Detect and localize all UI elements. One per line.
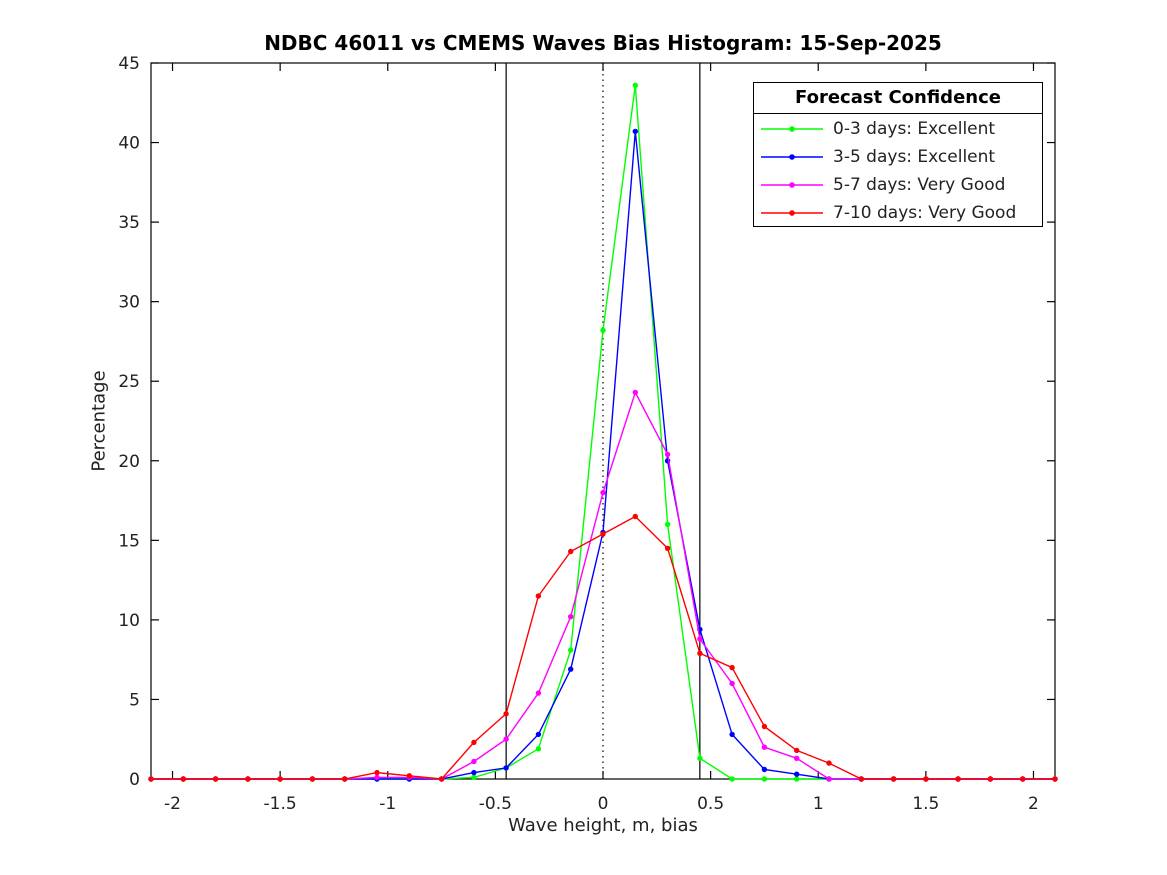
x-tick-label: -1.5 xyxy=(264,794,297,814)
y-tick-label: 25 xyxy=(118,372,140,392)
data-point-5-7-days xyxy=(374,774,380,781)
data-point-0-3-days xyxy=(761,776,768,782)
data-point-7-10-days xyxy=(858,776,864,782)
data-point-5-7-days xyxy=(697,636,703,642)
data-point-5-7-days xyxy=(664,451,671,458)
data-point-3-5-days xyxy=(535,731,542,738)
data-point-7-10-days xyxy=(374,769,380,776)
data-point-3-5-days xyxy=(568,666,574,672)
y-tick-label: 5 xyxy=(129,690,140,710)
data-point-7-10-days xyxy=(955,776,961,782)
data-point-0-3-days xyxy=(568,647,574,653)
data-point-7-10-days xyxy=(406,773,412,779)
y-tick-label: 20 xyxy=(118,452,140,472)
data-point-0-3-days xyxy=(632,82,638,89)
data-point-7-10-days xyxy=(438,776,445,782)
x-tick-label: -2 xyxy=(164,794,181,814)
x-tick-label: -0.5 xyxy=(479,794,512,814)
data-point-5-7-days xyxy=(826,776,832,782)
data-point-7-10-days xyxy=(761,723,768,730)
x-tick-label: -1 xyxy=(379,794,396,814)
data-point-7-10-days xyxy=(535,593,542,599)
y-tick-label: 45 xyxy=(118,54,140,74)
x-axis-label: Wave height, m, bias xyxy=(508,815,698,836)
data-point-5-7-days xyxy=(568,614,574,620)
data-point-3-5-days xyxy=(503,765,509,771)
y-tick-label: 10 xyxy=(118,611,140,631)
data-point-3-5-days xyxy=(794,771,800,777)
x-tick-label: 0 xyxy=(598,794,609,814)
data-point-7-10-days xyxy=(503,711,509,717)
y-tick-label: 0 xyxy=(129,770,140,790)
data-point-3-5-days xyxy=(471,769,477,776)
x-tick-label: 1.5 xyxy=(912,794,939,814)
y-tick-label: 40 xyxy=(118,134,140,154)
legend-entry-label: 5-7 days: Very Good xyxy=(833,175,1006,195)
data-point-3-5-days xyxy=(761,766,768,773)
data-point-5-7-days xyxy=(503,736,509,742)
data-point-7-10-days xyxy=(309,776,316,782)
data-point-0-3-days xyxy=(471,774,477,781)
data-point-7-10-days xyxy=(245,776,251,782)
data-point-5-7-days xyxy=(535,690,542,696)
data-point-7-10-days xyxy=(1020,776,1026,782)
y-tick-label: 35 xyxy=(118,213,140,233)
legend-line-sample-5-7-days xyxy=(761,182,823,188)
data-point-0-3-days xyxy=(794,776,800,782)
legend-entry-label: 3-5 days: Excellent xyxy=(833,147,996,167)
data-point-0-3-days xyxy=(664,521,671,528)
legend-entry-label: 7-10 days: Very Good xyxy=(833,203,1017,223)
data-point-7-10-days xyxy=(471,739,477,746)
legend-entry-0-3-days: 0-3 days: Excellent xyxy=(754,119,1042,139)
data-point-7-10-days xyxy=(794,747,800,754)
data-point-0-3-days xyxy=(535,746,542,752)
data-point-7-10-days xyxy=(697,650,703,656)
legend-entry-label: 0-3 days: Excellent xyxy=(833,119,996,139)
data-point-3-5-days xyxy=(632,128,638,135)
y-tick-label: 15 xyxy=(118,531,140,551)
y-axis-label: Percentage xyxy=(88,370,110,472)
data-point-5-7-days xyxy=(600,489,606,496)
data-point-7-10-days xyxy=(148,776,154,782)
data-point-0-3-days xyxy=(729,776,735,782)
legend-line-sample-0-3-days xyxy=(761,126,823,132)
data-point-7-10-days xyxy=(664,545,671,551)
y-tick-label: 30 xyxy=(118,293,140,313)
x-tick-label: 2 xyxy=(1028,794,1039,814)
legend-entries: 0-3 days: Excellent 3-5 days: Excellent 5-… xyxy=(754,114,1042,228)
data-point-7-10-days xyxy=(277,776,283,782)
data-point-7-10-days xyxy=(890,776,897,782)
data-point-7-10-days xyxy=(729,664,735,671)
legend: Forecast Confidence 0-3 days: Excellent 3… xyxy=(753,82,1043,227)
chart-title: NDBC 46011 vs CMEMS Waves Bias Histogram… xyxy=(264,31,942,55)
data-point-7-10-days xyxy=(1052,776,1058,782)
data-point-5-7-days xyxy=(632,389,638,396)
legend-line-sample-3-5-days xyxy=(761,154,823,160)
data-point-5-7-days xyxy=(729,680,735,687)
data-point-5-7-days xyxy=(471,758,477,765)
data-point-7-10-days xyxy=(632,513,638,520)
data-point-7-10-days xyxy=(568,548,574,555)
data-point-7-10-days xyxy=(342,776,348,782)
data-point-7-10-days xyxy=(180,776,186,782)
legend-entry-7-10-days: 7-10 days: Very Good xyxy=(754,203,1042,223)
data-point-0-3-days xyxy=(600,327,606,333)
legend-line-sample-7-10-days xyxy=(761,210,823,216)
legend-entry-5-7-days: 5-7 days: Very Good xyxy=(754,175,1042,195)
x-tick-label: 0.5 xyxy=(697,794,724,814)
x-tick-label: 1 xyxy=(813,794,824,814)
legend-entry-3-5-days: 3-5 days: Excellent xyxy=(754,147,1042,167)
data-point-5-7-days xyxy=(761,744,768,750)
data-point-0-3-days xyxy=(697,755,703,761)
data-point-7-10-days xyxy=(600,531,606,537)
data-point-7-10-days xyxy=(826,760,832,766)
data-point-7-10-days xyxy=(987,776,994,782)
legend-title: Forecast Confidence xyxy=(754,83,1042,114)
data-point-7-10-days xyxy=(923,776,929,782)
data-point-5-7-days xyxy=(794,755,800,761)
data-point-7-10-days xyxy=(212,776,219,782)
data-point-3-5-days xyxy=(729,731,735,738)
